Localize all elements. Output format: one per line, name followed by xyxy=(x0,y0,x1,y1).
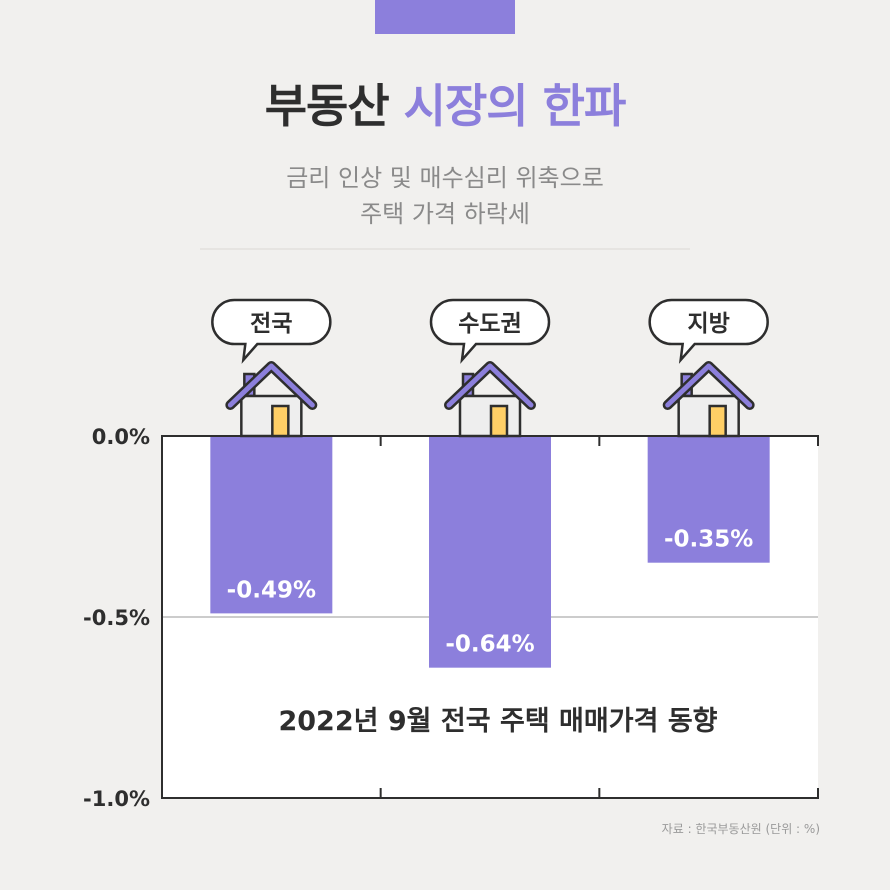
bar-value-label-2: -0.64% xyxy=(445,632,534,658)
page-title: 부동산 시장의 한파 xyxy=(0,70,890,136)
source-footnote: 자료 : 한국부동산원 (단위 : %) xyxy=(661,822,820,836)
header-divider xyxy=(200,248,690,250)
house-icon xyxy=(225,361,318,438)
house-icon xyxy=(662,361,755,438)
bar-2 xyxy=(429,436,551,668)
speech-bubble xyxy=(211,298,332,364)
title-part-1: 부동산 xyxy=(264,79,390,133)
category-label-2: 수도권 xyxy=(458,311,521,337)
y-tick-label: -1.0% xyxy=(83,787,150,811)
subtitle-line-2: 주택 가격 하락세 xyxy=(360,200,530,228)
bar-3 xyxy=(647,436,770,563)
chart-title: 2022년 9월 전국 주택 매매가격 동향 xyxy=(278,706,717,737)
category-label-3: 지방 xyxy=(688,311,730,337)
house-icon xyxy=(444,361,536,438)
speech-bubble xyxy=(429,298,551,364)
bar-value-label-1: -0.49% xyxy=(227,577,316,603)
bar-value-label-3: -0.35% xyxy=(664,527,753,553)
subtitle-line-1: 금리 인상 및 매수심리 위축으로 xyxy=(286,164,604,192)
category-label-1: 전국 xyxy=(250,311,292,337)
top-tab-decoration xyxy=(375,0,515,34)
bar-1 xyxy=(210,436,333,614)
speech-bubble xyxy=(648,298,769,364)
title-part-2: 시장의 한파 xyxy=(403,79,627,133)
y-tick-label: -0.5% xyxy=(83,606,150,630)
y-tick-label: 0.0% xyxy=(92,425,150,449)
